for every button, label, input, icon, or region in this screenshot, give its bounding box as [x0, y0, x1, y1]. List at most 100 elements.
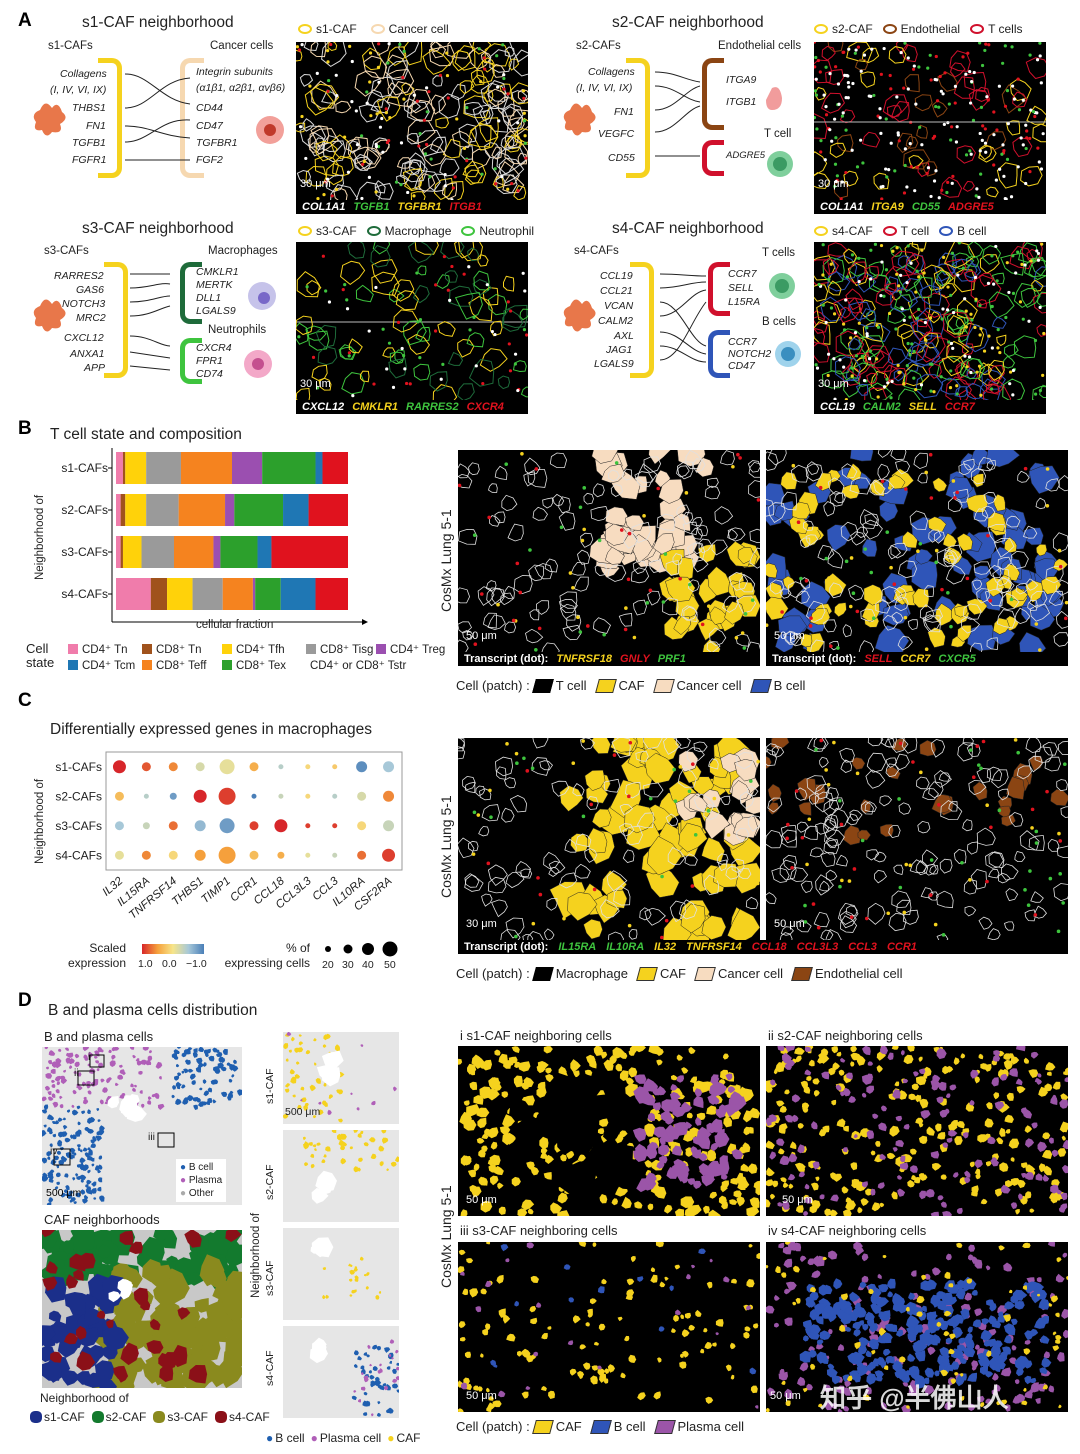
- dot: [249, 762, 259, 772]
- dot-row-label: s3-CAFs: [55, 819, 102, 833]
- legend-entry: CD8⁺ Tex: [222, 658, 306, 672]
- s1-micrograph: 30 μm: [296, 42, 528, 200]
- scale-bar: 30 μm: [818, 178, 849, 190]
- watermark: 知乎 @半佛山人: [820, 1383, 1009, 1412]
- stacked-bar-chart: s1-CAFs s2-CAFs s3-CAFs s4-CAFs: [61, 448, 368, 625]
- dot: [357, 821, 367, 831]
- strip-label: s2-CAF: [264, 1164, 276, 1200]
- s2-left-head: s2-CAFs: [576, 40, 621, 52]
- strip-label: s3-CAF: [264, 1260, 276, 1296]
- cell-state-label: Cell state: [26, 641, 55, 670]
- dot: [332, 793, 338, 799]
- s1-gene: Collagens: [60, 68, 107, 80]
- size-tick: 30: [342, 959, 354, 971]
- scale-bar: 30 μm: [300, 178, 331, 190]
- s1-legend: s1-CAF Cancer cell: [298, 22, 449, 36]
- dot: [168, 821, 178, 831]
- s2-gene: ITGB1: [726, 96, 757, 108]
- s4-gene: NOTCH2: [728, 348, 772, 360]
- s1-swatch: [30, 1411, 42, 1423]
- legend-swatch: [222, 644, 232, 654]
- scale-bar: 500 μm: [46, 1187, 82, 1199]
- bar-category-label: s3-CAFs: [61, 545, 108, 559]
- b-ylabel: Neighborhood of: [34, 494, 46, 580]
- d-sub2: CAF neighborhoods: [44, 1212, 160, 1227]
- s1-gene: TGFBR1: [196, 137, 238, 149]
- s4-gene: CCR7: [728, 336, 757, 348]
- s4-gene: VCAN: [604, 300, 634, 312]
- dot: [332, 764, 338, 770]
- b-patch-legend: Cell (patch) : T cell CAF Cancer cell B …: [456, 678, 806, 693]
- s4-swatch: [215, 1411, 228, 1423]
- cancer-cell-swatch: [370, 24, 385, 34]
- scale-bar: 50 μm: [774, 918, 805, 930]
- scaled-expression-label: Scaled expression: [68, 941, 127, 970]
- b-caption-1: Transcript (dot): TNFRSF18 GNLY PRF1: [458, 652, 760, 666]
- dot: [305, 823, 311, 829]
- s3-gene: RARRES2: [54, 270, 104, 282]
- dot-row-label: s4-CAFs: [55, 848, 102, 862]
- s1-gene: FN1: [86, 120, 106, 132]
- dot: [305, 852, 311, 858]
- dot: [114, 850, 124, 860]
- bar-segment: [271, 536, 348, 568]
- s2-right-head2: T cell: [764, 128, 792, 140]
- bar-segment: [120, 536, 123, 568]
- dot: [142, 822, 150, 830]
- s2-gene: CD55: [608, 152, 635, 164]
- dot: [195, 762, 205, 772]
- b-micrograph-1: 50 μm: [458, 450, 760, 652]
- quad-i-micrograph: 50 μm: [458, 1046, 760, 1216]
- s3-legend: s3-CAF Macrophage Neutrophil: [298, 224, 534, 238]
- s4-gene: CD47: [728, 360, 755, 372]
- bar-segment: [146, 452, 181, 484]
- bar-category-label: s1-CAFs: [61, 461, 108, 475]
- dot: [249, 821, 259, 831]
- bar-segment: [125, 494, 147, 526]
- s3-caf-bracket: [104, 262, 128, 378]
- colorbar-tick: −1.0: [186, 958, 207, 970]
- strip-s4: [283, 1326, 399, 1418]
- legend-swatch: [142, 644, 152, 654]
- bar-segment: [283, 494, 309, 526]
- bar-segment: [192, 578, 223, 610]
- s1-gene: TGFB1: [72, 137, 106, 149]
- size-tick: 20: [322, 959, 334, 971]
- colorbar-tick: 1.0: [138, 958, 153, 970]
- endothelial-icon: [766, 87, 782, 110]
- s3-title: s3-CAF neighborhood: [82, 220, 234, 237]
- macrophage-patch-swatch: [531, 966, 554, 981]
- bar-segment: [225, 494, 235, 526]
- dot: [278, 764, 284, 770]
- fibroblast-icon: [33, 103, 66, 136]
- bar-segment: [222, 578, 253, 610]
- scale-bar: 30 μm: [818, 378, 849, 390]
- c-caption: Transcript (dot): IL15RA IL10RA IL32 TNFRS…: [458, 940, 1068, 954]
- bar-segment: [234, 494, 284, 526]
- dot: [193, 789, 207, 803]
- strip-ylabel: Neighborhood of: [250, 1212, 262, 1298]
- quad-iii-micrograph: 50 μm: [458, 1242, 760, 1412]
- dot: [168, 850, 178, 860]
- fibroblast-icon: [563, 103, 596, 136]
- dot: [332, 823, 338, 829]
- bar-segment: [122, 536, 142, 568]
- s2-transcript-caption: COL1A1 ITGA9 CD55 ADGRE5: [814, 200, 1046, 214]
- s3-transcript-caption: CXCL12 CMKLR1 RARRES2 CXCR4: [296, 400, 528, 414]
- quad-title: iii s3-CAF neighboring cells: [460, 1223, 618, 1238]
- bar-segment: [322, 452, 348, 484]
- legend-entry: CD4⁺ Tfh: [222, 642, 306, 656]
- s1-gene: THBS1: [72, 102, 106, 114]
- bar-segment: [120, 494, 126, 526]
- dot: [114, 821, 124, 831]
- dot: [382, 848, 396, 862]
- s1-left-head: s1-CAFs: [48, 40, 93, 52]
- strip-s1: 500 μm: [283, 1032, 399, 1124]
- s4-gene: LGALS9: [594, 358, 634, 370]
- bar-segment: [257, 536, 272, 568]
- s1-caf-bracket: [98, 58, 122, 178]
- bar-segment: [255, 578, 281, 610]
- panel-c-label: C: [18, 690, 32, 711]
- bar-segment: [213, 536, 221, 568]
- tcell-bracket: [702, 140, 724, 176]
